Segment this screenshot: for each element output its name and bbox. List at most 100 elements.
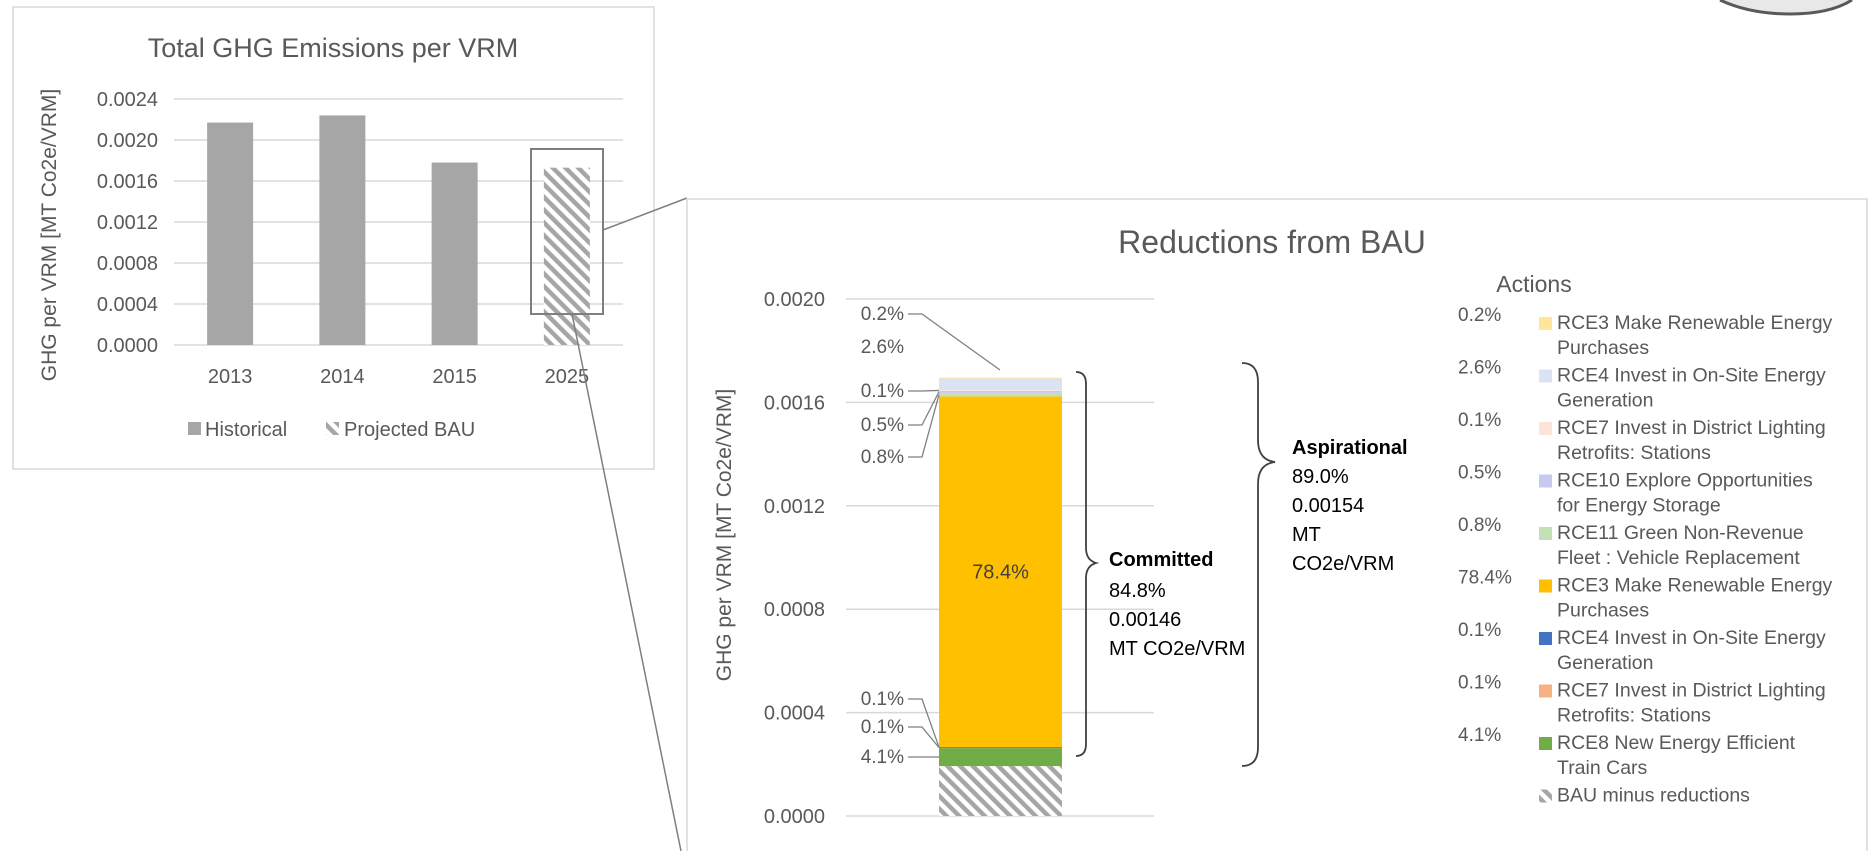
legend-label-line2: Retrofits: Stations — [1557, 442, 1711, 464]
legend-label-line1: RCE7 Invest in District Lighting — [1557, 680, 1826, 702]
legend-swatch — [1539, 422, 1552, 435]
left-bar-historical — [319, 115, 366, 346]
legend-swatch — [1539, 632, 1552, 645]
legend-label-line2: Retrofits: Stations — [1557, 705, 1711, 727]
data-label-leader: 0.5% — [861, 415, 904, 436]
data-label-leader: 0.1% — [861, 689, 904, 710]
legend-swatch — [1539, 737, 1552, 750]
aspirational-heading: Aspirational — [1292, 437, 1408, 459]
legend-label-line1: BAU minus reductions — [1557, 785, 1750, 807]
right-chart-y-axis-label: GHG per VRM [MT Co2e/VRM] — [713, 389, 736, 682]
left-y-tick-label: 0.0024 — [97, 89, 158, 111]
data-label-leader: 2.6% — [861, 337, 904, 358]
legend-percent: 0.1% — [1458, 410, 1501, 431]
left-chart-title: Total GHG Emissions per VRM — [148, 33, 519, 63]
right-chart-title: Reductions from BAU — [1118, 224, 1426, 260]
legend-swatch-historical — [188, 422, 201, 435]
legend-percent: 0.2% — [1458, 305, 1501, 326]
stack-segment — [939, 392, 1062, 397]
stack-segment — [939, 747, 1062, 767]
legend-percent: 0.8% — [1458, 515, 1501, 536]
left-y-tick-label: 0.0016 — [97, 171, 158, 193]
stack-segment — [939, 747, 1062, 749]
leader-line — [908, 698, 940, 748]
legend-label-line2: Fleet : Vehicle Replacement — [1557, 547, 1800, 569]
stack-segment — [939, 377, 1062, 379]
legend-label-line1: RCE3 Make Renewable Energy — [1557, 312, 1833, 334]
left-chart-legend: Historical Projected BAU — [188, 419, 475, 441]
zoom-callout-box — [530, 148, 604, 315]
right-y-tick-label: 0.0004 — [764, 703, 825, 725]
legend-label-projected: Projected BAU — [344, 419, 475, 441]
right-chart-stacked-bar — [939, 377, 1062, 816]
left-y-tick-label: 0.0012 — [97, 212, 158, 234]
aspirational-value: 0.00154 — [1292, 495, 1364, 517]
legend-swatch — [1539, 579, 1552, 593]
left-chart-x-tick-labels: 2013 2014 2015 2025 — [208, 366, 589, 388]
committed-heading: Committed — [1109, 549, 1213, 571]
right-y-tick-label: 0.0000 — [764, 806, 825, 828]
stack-segment — [939, 746, 1062, 748]
leader-line — [908, 389, 940, 392]
legend-label-line2: Generation — [1557, 390, 1653, 412]
legend-swatch — [1539, 369, 1552, 383]
legend-label-line1: RCE8 New Energy Efficient — [1557, 732, 1796, 754]
legend-label-line1: RCE4 Invest in On-Site Energy — [1557, 627, 1826, 649]
legend-swatch — [1539, 684, 1552, 698]
legend-swatch — [1539, 789, 1552, 803]
committed-unit: MT CO2e/VRM — [1109, 638, 1245, 660]
legend-label-line1: RCE11 Green Non-Revenue — [1557, 522, 1804, 544]
right-y-tick-label: 0.0020 — [764, 289, 825, 311]
stack-segment — [939, 396, 1062, 747]
leader-line — [908, 726, 940, 749]
right-chart-y-tick-labels: 0.0000 0.0004 0.0008 0.0012 0.0016 0.0020 — [764, 289, 825, 828]
legend-label-line1: RCE3 Make Renewable Energy — [1557, 575, 1833, 597]
committed-value: 0.00146 — [1109, 609, 1181, 631]
left-x-tick-label: 2013 — [208, 366, 253, 388]
stack-segment — [939, 390, 1062, 391]
aspirational-unit-2: CO2e/VRM — [1292, 553, 1394, 575]
zoom-connector-bottom — [571, 313, 682, 851]
left-y-tick-label: 0.0000 — [97, 335, 158, 357]
data-label-leader: 0.1% — [861, 717, 904, 738]
legend-percent: 2.6% — [1458, 358, 1501, 379]
data-label-leader: 0.2% — [861, 304, 904, 325]
left-chart-bars — [207, 115, 590, 346]
legend-label-line2: Purchases — [1557, 600, 1649, 622]
committed-brace — [1075, 371, 1100, 757]
left-y-tick-label: 0.0004 — [97, 294, 158, 316]
right-legend-title: Actions — [1496, 271, 1571, 297]
legend-swatch — [1539, 527, 1552, 540]
left-chart-y-axis-label: GHG per VRM [MT Co2e/VRM] — [38, 89, 61, 382]
legend-label-line1: RCE4 Invest in On-Site Energy — [1557, 365, 1826, 387]
right-chart-panel — [686, 198, 1868, 851]
legend-label-line2: for Energy Storage — [1557, 495, 1721, 517]
data-label-inside: 78.4% — [972, 562, 1029, 584]
left-x-tick-label: 2014 — [320, 366, 365, 388]
legend-percent: 0.1% — [1458, 620, 1501, 641]
stack-segment — [939, 766, 1062, 816]
legend-swatch-projected — [326, 422, 339, 435]
left-x-tick-label: 2025 — [545, 366, 590, 388]
data-label-leader: 4.1% — [861, 747, 904, 768]
right-chart-legend: 0.2% RCE3 Make Renewable Energy Purchases 2… — [1458, 305, 1833, 807]
legend-label-line1: RCE10 Explore Opportunities — [1557, 470, 1813, 492]
leader-line — [908, 313, 1001, 371]
right-chart-data-labels: 4.1% 0.1% 0.1% 78.4% 0.8% 0.5% 0.1% 2.6% 0.2% — [861, 304, 1029, 768]
aspirational-unit-1: MT — [1292, 524, 1321, 546]
left-bar-historical — [207, 122, 254, 345]
left-bar-projected — [543, 167, 590, 345]
zoom-connector-top — [602, 197, 688, 231]
legend-label-line2: Train Cars — [1557, 757, 1648, 779]
aspirational-brace — [1241, 362, 1276, 767]
right-y-tick-label: 0.0012 — [764, 496, 825, 518]
legend-percent: 0.5% — [1458, 463, 1501, 484]
data-label-leader: 0.1% — [861, 381, 904, 402]
left-x-tick-label: 2015 — [432, 366, 477, 388]
badge-emblem-icon — [1719, 0, 1853, 16]
leader-line — [908, 394, 940, 458]
legend-label-line1: RCE7 Invest in District Lighting — [1557, 417, 1826, 439]
legend-percent: 4.1% — [1458, 725, 1501, 746]
committed-percent: 84.8% — [1109, 580, 1166, 602]
